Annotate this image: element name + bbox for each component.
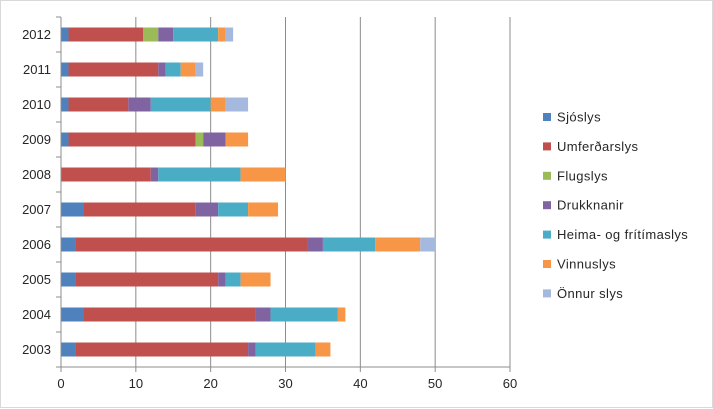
- bar-segment: [248, 202, 279, 217]
- bar-segment: [180, 62, 196, 77]
- bar-segment: [218, 27, 226, 42]
- bar-segment: [165, 62, 181, 77]
- y-tick-label: 2008: [22, 167, 51, 182]
- bar-segment: [218, 202, 249, 217]
- y-tick-label: 2004: [22, 307, 51, 322]
- bar-segment: [83, 202, 196, 217]
- bar-segment: [150, 97, 211, 112]
- bar-segment: [61, 167, 151, 182]
- bar-segment: [195, 202, 219, 217]
- axes: 0 10 20 30 40 50 60 2003 2004 2005 2006 2007 2008 200…: [22, 16, 517, 391]
- bar-segment: [173, 27, 219, 42]
- legend-label: Flugslys: [557, 168, 608, 183]
- x-tick-label: 60: [503, 376, 517, 391]
- bar-segment: [322, 237, 376, 252]
- y-tick-label: 2006: [22, 237, 51, 252]
- legend-swatch: [543, 201, 551, 210]
- bar-segment: [61, 202, 84, 217]
- legend-label: Sjóslys: [557, 110, 601, 125]
- bar-segment: [240, 272, 271, 287]
- y-tick-label: 2003: [22, 342, 51, 357]
- bar-segment: [240, 167, 286, 182]
- bar-segment: [61, 97, 69, 112]
- bar-segment: [150, 167, 159, 182]
- bar-segment: [128, 97, 151, 112]
- x-tick-label: 50: [428, 376, 442, 391]
- legend-swatch: [543, 171, 551, 180]
- bar-segment: [61, 307, 84, 322]
- bar-segment: [75, 342, 249, 357]
- legend-swatch: [543, 142, 551, 151]
- bar-segment: [61, 342, 76, 357]
- bar-segment: [61, 272, 76, 287]
- x-tick-label: 30: [278, 376, 292, 391]
- bar-segment: [225, 97, 249, 112]
- bar-segment: [68, 27, 144, 42]
- bar-segment: [337, 307, 346, 322]
- bar-segment: [420, 237, 436, 252]
- y-tick-label: 2009: [22, 132, 51, 147]
- bar-segment: [203, 132, 226, 147]
- bar-segment: [68, 97, 129, 112]
- legend-label: Drukknanir: [557, 198, 624, 213]
- x-tick-label: 20: [203, 376, 217, 391]
- bar-segment: [158, 27, 174, 42]
- bar-segment: [61, 132, 69, 147]
- bar-segment: [270, 307, 338, 322]
- bar-segment: [61, 237, 76, 252]
- bar-segment: [375, 237, 421, 252]
- bar-segment: [307, 237, 323, 252]
- bar-segment: [158, 62, 166, 77]
- bar-segment: [255, 342, 316, 357]
- bar-segment: [248, 342, 256, 357]
- x-tick-label: 0: [57, 376, 64, 391]
- legend: Sjóslys Umferðarslys Flugslys Drukknanir Hei…: [543, 110, 688, 301]
- legend-label: Heima- og frítímaslys: [557, 227, 688, 242]
- bar-segment: [75, 272, 219, 287]
- legend-swatch: [543, 113, 551, 121]
- y-tick-label: 2005: [22, 272, 51, 287]
- y-tick-label: 2007: [22, 202, 51, 217]
- legend-label: Önnur slys: [557, 286, 623, 301]
- legend-label: Umferðarslys: [557, 139, 638, 154]
- bar-segment: [195, 62, 204, 77]
- x-tick-label: 40: [353, 376, 367, 391]
- y-tick-label: 2012: [22, 27, 51, 42]
- bar-segment: [195, 132, 204, 147]
- x-tick-label: 10: [129, 376, 143, 391]
- bar-segment: [68, 132, 196, 147]
- bars: [61, 27, 436, 357]
- bar-segment: [83, 307, 256, 322]
- bar-segment: [225, 272, 241, 287]
- bar-segment: [61, 27, 69, 42]
- bar-segment: [225, 132, 249, 147]
- bar-segment: [68, 62, 159, 77]
- bar-segment: [225, 27, 234, 42]
- y-tick-label: 2011: [23, 62, 51, 77]
- bar-segment: [315, 342, 331, 357]
- legend-label: Vinnuslys: [557, 257, 616, 272]
- y-tick-label: 2010: [22, 97, 51, 112]
- legend-swatch: [543, 260, 551, 268]
- bar-segment: [61, 62, 69, 77]
- bar-segment: [218, 272, 226, 287]
- bar-segment: [75, 237, 308, 252]
- bar-segment: [210, 97, 226, 112]
- legend-swatch: [543, 289, 551, 298]
- bar-segment: [143, 27, 159, 42]
- legend-swatch: [543, 230, 551, 239]
- bar-segment: [255, 307, 271, 322]
- bar-segment: [158, 167, 241, 182]
